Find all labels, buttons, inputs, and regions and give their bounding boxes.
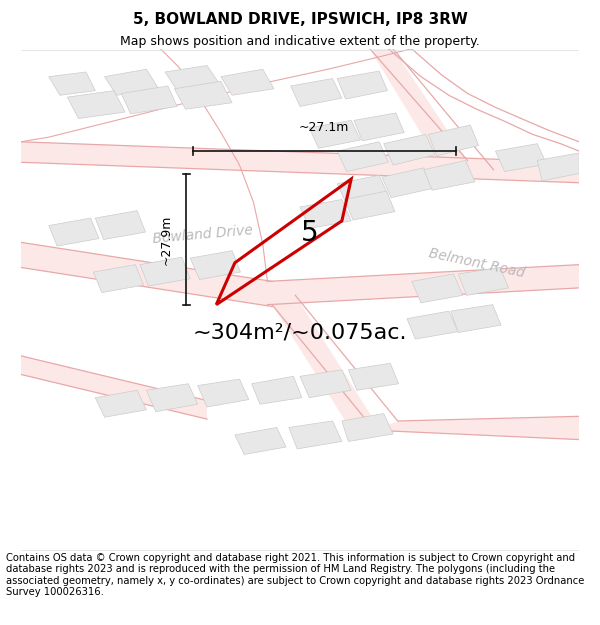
Polygon shape (349, 363, 398, 390)
Polygon shape (49, 218, 99, 246)
Polygon shape (104, 69, 158, 95)
Polygon shape (337, 142, 388, 172)
Polygon shape (175, 81, 232, 109)
Polygon shape (337, 175, 388, 204)
Text: 5, BOWLAND DRIVE, IPSWICH, IP8 3RW: 5, BOWLAND DRIVE, IPSWICH, IP8 3RW (133, 12, 467, 27)
Polygon shape (268, 264, 579, 304)
Polygon shape (382, 168, 433, 198)
Polygon shape (146, 384, 197, 412)
Polygon shape (190, 251, 241, 279)
Text: Map shows position and indicative extent of the property.: Map shows position and indicative extent… (120, 35, 480, 48)
Polygon shape (94, 264, 143, 292)
Polygon shape (374, 416, 579, 439)
Polygon shape (451, 304, 501, 332)
Text: ~27.9m: ~27.9m (160, 214, 173, 265)
Polygon shape (407, 311, 458, 339)
Polygon shape (21, 242, 272, 306)
Polygon shape (165, 66, 221, 93)
Polygon shape (67, 91, 125, 119)
Polygon shape (384, 134, 435, 165)
Polygon shape (458, 268, 508, 296)
Polygon shape (412, 274, 463, 302)
Polygon shape (354, 113, 404, 141)
Polygon shape (95, 390, 146, 418)
Text: ~27.1m: ~27.1m (299, 121, 349, 134)
Polygon shape (140, 258, 190, 286)
Polygon shape (272, 296, 374, 430)
Polygon shape (221, 69, 274, 95)
Polygon shape (537, 153, 579, 181)
Text: Belmont Road: Belmont Road (427, 246, 526, 280)
Text: 5: 5 (301, 219, 318, 246)
Polygon shape (251, 376, 302, 404)
Polygon shape (121, 86, 177, 114)
Polygon shape (95, 211, 146, 239)
Polygon shape (300, 199, 351, 228)
Polygon shape (197, 379, 249, 407)
Text: Bowland Drive: Bowland Drive (152, 224, 253, 246)
Text: Contains OS data © Crown copyright and database right 2021. This information is : Contains OS data © Crown copyright and d… (6, 552, 584, 598)
Polygon shape (300, 370, 351, 398)
Polygon shape (289, 421, 342, 449)
Polygon shape (496, 144, 547, 172)
Polygon shape (21, 142, 579, 182)
Polygon shape (21, 356, 207, 419)
Polygon shape (370, 49, 467, 172)
Polygon shape (424, 161, 475, 190)
Polygon shape (337, 71, 388, 99)
Text: ~304m²/~0.075ac.: ~304m²/~0.075ac. (193, 322, 407, 342)
Polygon shape (235, 428, 286, 454)
Polygon shape (310, 121, 361, 148)
Polygon shape (344, 191, 395, 220)
Polygon shape (290, 79, 342, 106)
Polygon shape (428, 125, 479, 156)
Polygon shape (49, 72, 95, 95)
Polygon shape (342, 414, 393, 441)
